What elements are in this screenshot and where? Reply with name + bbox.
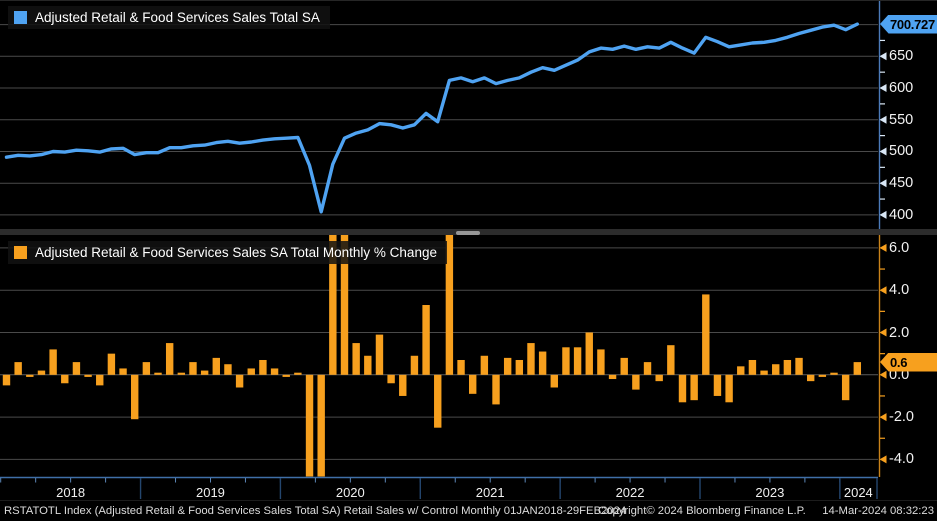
chart-canvas[interactable] <box>0 0 937 500</box>
y-tick-label: -4.0 <box>889 451 914 468</box>
panel-resize-handle[interactable] <box>456 230 480 235</box>
y-tick-label: 600 <box>889 80 914 97</box>
bar-series-swatch-icon <box>14 246 27 259</box>
y-tick-label: 500 <box>889 143 914 160</box>
legend-top-label: Adjusted Retail & Food Services Sales To… <box>35 10 320 25</box>
copyright-notice: Copyright© 2024 Bloomberg Finance L.P. <box>598 505 806 517</box>
legend-top-series[interactable]: Adjusted Retail & Food Services Sales To… <box>8 6 330 29</box>
y-tick-label: 2.0 <box>889 324 910 341</box>
y-tick-label: 550 <box>889 111 914 128</box>
y-tick-label: 4.0 <box>889 282 910 299</box>
x-axis-year-label: 2018 <box>56 485 86 500</box>
x-axis-year-label: 2021 <box>475 485 505 500</box>
security-description: RSTATOTL Index (Adjusted Retail & Food S… <box>4 505 627 517</box>
window-top-border <box>0 0 937 1</box>
y-tick-label: 6.0 <box>889 239 910 256</box>
last-price-tag-line: 700.727 <box>880 14 937 34</box>
legend-bottom-series[interactable]: Adjusted Retail & Food Services Sales SA… <box>8 241 447 264</box>
x-axis-year-label: 2023 <box>755 485 785 500</box>
y-tick-label: 400 <box>889 206 914 223</box>
legend-bottom-label: Adjusted Retail & Food Services Sales SA… <box>35 245 437 260</box>
x-axis-year-label: 2024 <box>843 485 873 500</box>
status-bar: RSTATOTL Index (Adjusted Retail & Food S… <box>0 500 937 521</box>
y-tick-label: -2.0 <box>889 409 914 426</box>
x-axis-year-label: 2022 <box>615 485 645 500</box>
x-axis-year-label: 2019 <box>195 485 225 500</box>
x-axis-year-label: 2020 <box>335 485 365 500</box>
terminal-timestamp: 14-Mar-2024 08:32:23 <box>822 505 934 517</box>
y-tick-label: 650 <box>889 48 914 65</box>
line-series-swatch-icon <box>14 11 27 24</box>
y-tick-label: 450 <box>889 175 914 192</box>
last-price-tag-bar: 0.6 <box>880 352 937 372</box>
